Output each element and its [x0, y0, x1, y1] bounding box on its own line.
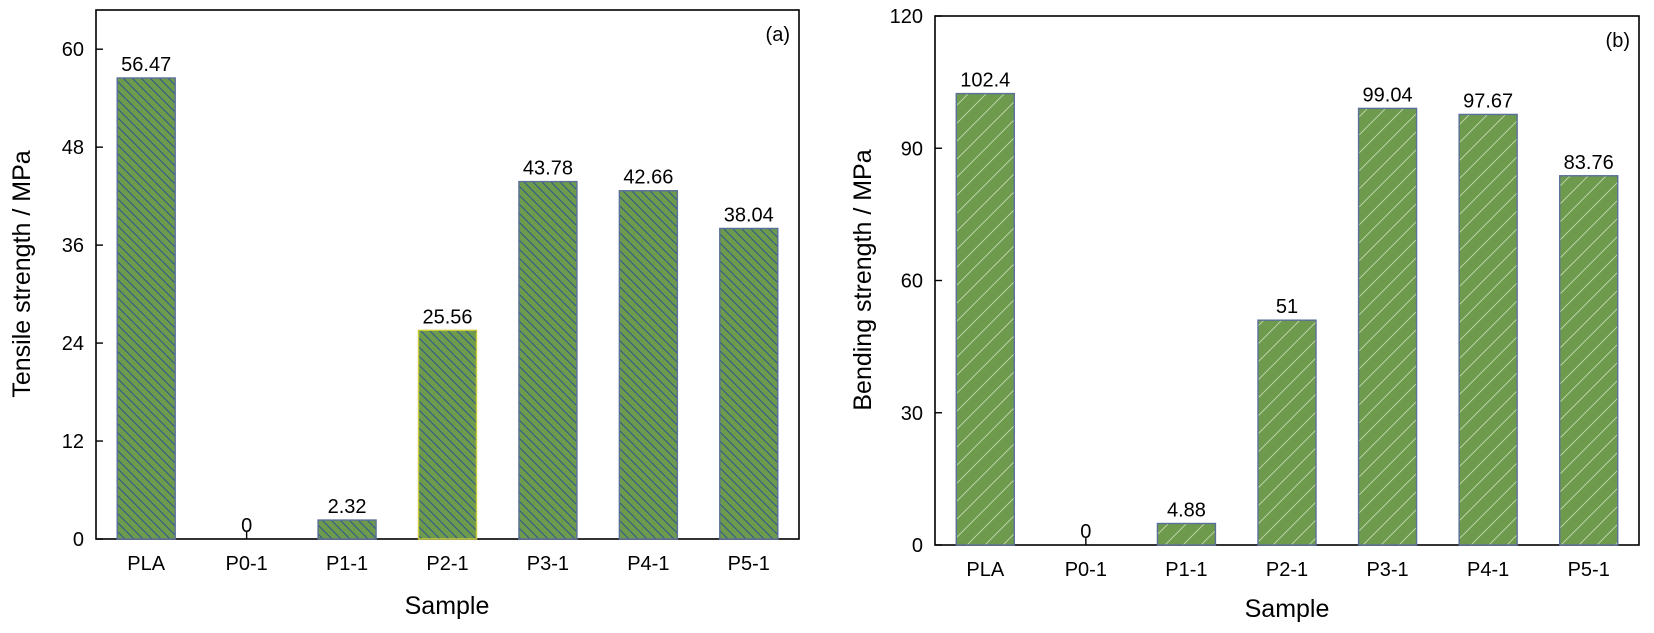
y-tick-label: 12	[62, 431, 84, 453]
x-tick-label: PLA	[127, 553, 165, 575]
data-label: 56.47	[121, 54, 171, 76]
x-tick-label: P2-1	[426, 553, 468, 575]
bar-pla	[955, 92, 1015, 546]
x-tick-label: P0-1	[226, 553, 268, 575]
bar-p2-1	[1257, 319, 1317, 546]
x-tick-label: P1-1	[1165, 559, 1207, 581]
data-label: 99.04	[1363, 84, 1413, 106]
bending-strength-chart: (b) 0 30 60 90 120 PLA P0-1 P1-1 P2-1 P3-1 P4-1 P5…	[849, 6, 1640, 623]
y-tick-label: 90	[901, 138, 923, 160]
bar-p3-1	[1357, 107, 1418, 546]
bar-p3-1	[518, 180, 578, 540]
bar-p4-1	[1458, 113, 1518, 546]
x-tick-label: P1-1	[326, 553, 368, 575]
y-tick-label: 0	[73, 529, 84, 551]
y-axis-title: Bending strength / MPa	[849, 149, 877, 410]
x-tick-label: PLA	[966, 559, 1004, 581]
tensile-strength-chart: (a) 0 12 24 36 48 60 PLA P0-1 P1-1 P2-1 P3-1 P4-1 P…	[8, 9, 800, 620]
bar-pla	[116, 77, 176, 540]
data-label: 0	[1080, 521, 1091, 543]
panel-label: (a)	[766, 24, 790, 46]
y-tick-label: 120	[890, 6, 923, 28]
y-tick-label: 60	[62, 39, 84, 61]
x-tick-label: P4-1	[627, 553, 669, 575]
bar-p1-1	[1156, 522, 1217, 546]
x-axis-title: Sample	[405, 592, 490, 620]
data-label: 51	[1276, 296, 1298, 318]
data-label: 0	[241, 515, 252, 537]
data-label: 2.32	[328, 496, 367, 518]
x-axis-title: Sample	[1245, 595, 1330, 623]
y-tick-label: 36	[62, 235, 84, 257]
data-label: 25.56	[422, 306, 472, 328]
y-tick-label: 30	[901, 403, 923, 425]
data-label: 83.76	[1564, 152, 1614, 174]
y-tick-label: 24	[62, 333, 84, 355]
bar-p4-1	[618, 190, 679, 540]
x-tick-label: P2-1	[1266, 559, 1308, 581]
data-label: 4.88	[1167, 499, 1206, 521]
data-label: 38.04	[724, 204, 774, 226]
data-label: 42.66	[623, 167, 673, 189]
x-tick-label: P5-1	[1568, 559, 1610, 581]
data-label: 43.78	[523, 158, 573, 180]
x-tick-label: P0-1	[1065, 559, 1107, 581]
bar-p2-1	[417, 329, 478, 540]
x-tick-label: P3-1	[1366, 559, 1408, 581]
bar-p1-1	[317, 519, 377, 540]
x-tick-label: P5-1	[728, 553, 770, 575]
y-axis-title: Tensile strength / MPa	[8, 150, 36, 397]
y-tick-label: 60	[901, 271, 923, 293]
data-label: 102.4	[960, 70, 1010, 92]
x-tick-label: P3-1	[527, 553, 569, 575]
data-label: 97.67	[1463, 90, 1513, 112]
bar-p5-1	[719, 227, 779, 540]
bar-p5-1	[1559, 175, 1619, 546]
y-tick-label: 48	[62, 137, 84, 159]
x-tick-label: P4-1	[1467, 559, 1509, 581]
y-tick-label: 0	[912, 535, 923, 557]
panel-label: (b)	[1606, 30, 1630, 52]
